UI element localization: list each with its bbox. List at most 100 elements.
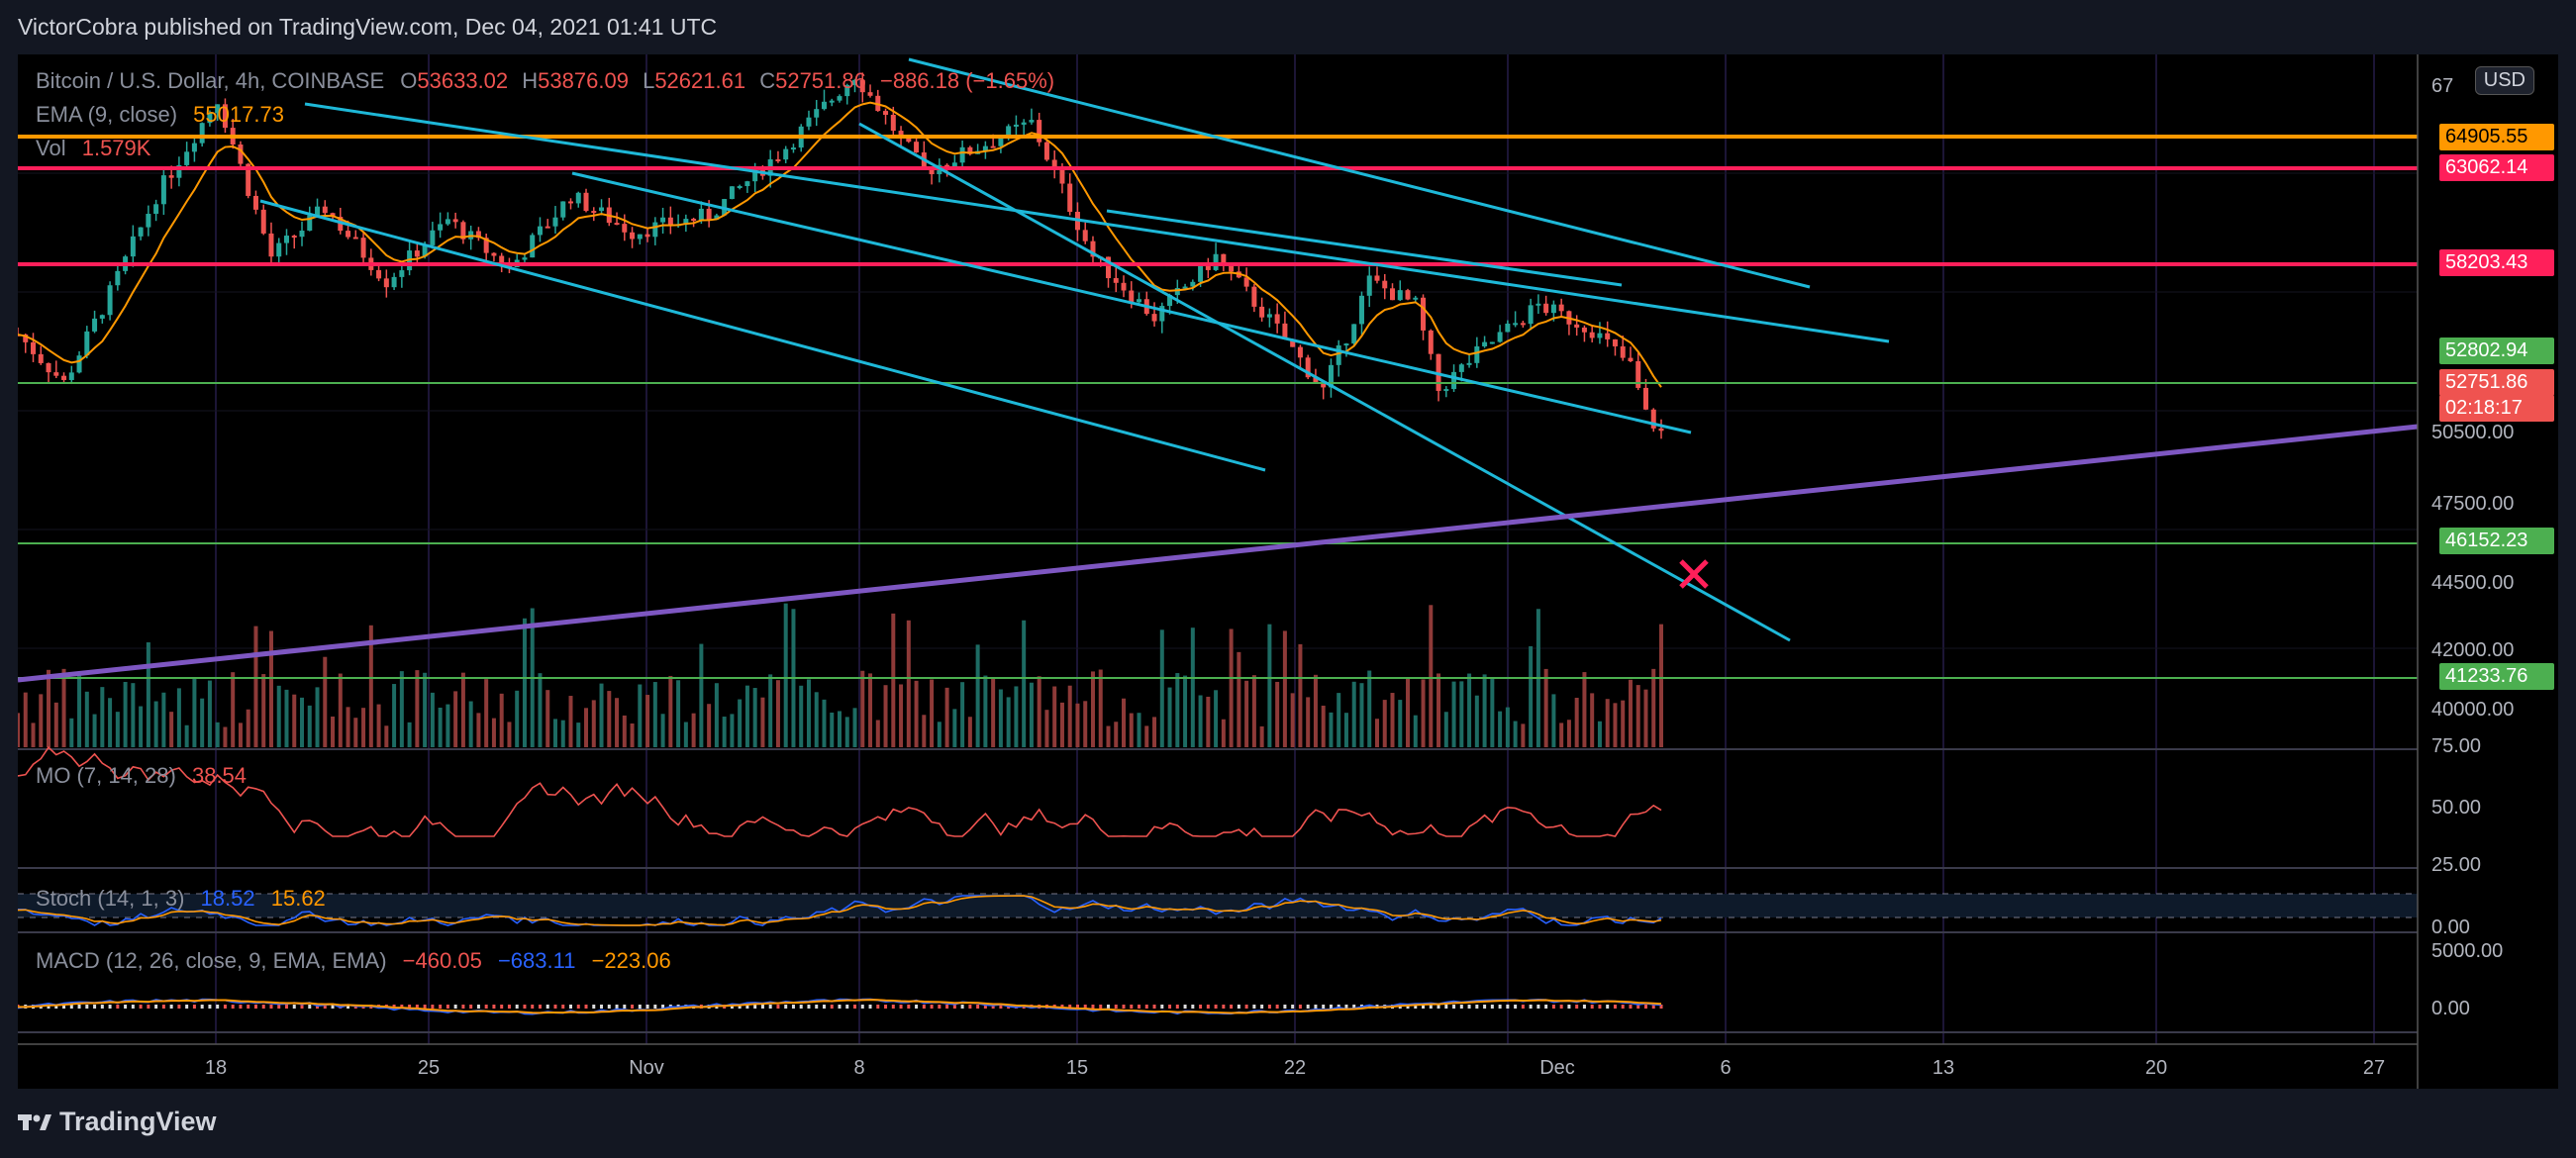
macd-hist-bar [1551, 1005, 1555, 1009]
mo-tick-label: 50.00 [2431, 797, 2481, 819]
macd-hist-bar [500, 1005, 504, 1009]
volume-bar [1067, 685, 1072, 747]
macd-hist-bar [469, 1005, 473, 1009]
ema-series [17, 101, 1662, 388]
candle-body [160, 175, 166, 205]
candle-body [1382, 280, 1388, 289]
macd-hist-bar [1559, 1005, 1563, 1009]
macd-hist-bar [545, 1005, 549, 1009]
countdown-tag: 02:18:17 [2439, 395, 2554, 422]
candle-body [491, 252, 497, 256]
macd-hist-bar [592, 1005, 596, 1009]
macd-hist-bar [54, 1005, 58, 1009]
macd-hist-bar [1291, 1005, 1295, 1009]
macd-hist-bar [1459, 1005, 1463, 1009]
volume-bar [331, 716, 336, 747]
macd-hist-bar [1091, 1005, 1095, 1009]
volume-bar [630, 723, 635, 747]
candle-body [583, 192, 589, 212]
candle-body [1628, 357, 1634, 361]
volume-bar [307, 705, 312, 747]
macd-hist-bar [1544, 1005, 1548, 1009]
trend-line [304, 102, 1890, 343]
volume-bar [1406, 678, 1411, 747]
volume-bar [207, 680, 212, 747]
volume-bars [16, 603, 1663, 747]
candle-body [660, 217, 666, 223]
candle-body [445, 219, 450, 225]
chart-canvas[interactable]: 67 50500.00 47500.00 44500.00 42000.00 40000.… [15, 54, 2558, 1089]
macd-hist-bar [830, 1005, 834, 1009]
chart-area[interactable]: 67 50500.00 47500.00 44500.00 42000.00 40000.… [15, 54, 2558, 1089]
macd-hist-bar [261, 1005, 265, 1009]
volume-bar [699, 643, 704, 747]
macd-hist-bar [1567, 1005, 1571, 1009]
candle-body [1589, 332, 1595, 338]
volume-bar [1498, 711, 1503, 747]
volume-bar [930, 679, 935, 747]
macd-hist-bar [400, 1005, 404, 1009]
macd-hist-bar [1199, 1005, 1203, 1009]
macd-hist-bar [1352, 1005, 1356, 1009]
vol-legend: Vol 1.579K [36, 136, 150, 161]
candle-body [268, 233, 274, 257]
candle-body [1151, 314, 1157, 322]
macd-hist-bar [960, 1005, 964, 1009]
stoch-label: Stoch (14, 1, 3) [36, 886, 185, 911]
candle-body [1458, 364, 1464, 372]
candle-body [1405, 290, 1411, 300]
currency-button[interactable]: USD [2474, 66, 2534, 95]
ema-label: EMA (9, close) [36, 102, 178, 127]
trend-line [908, 57, 1811, 289]
candle-body [99, 315, 105, 319]
macd-hist-bar [976, 1005, 980, 1009]
volume-bar [707, 704, 712, 747]
high-label: H [522, 68, 539, 93]
candle-body [1558, 304, 1564, 312]
volume-bar [1659, 624, 1663, 747]
tradingview-logo[interactable]: TradingView [18, 1107, 217, 1137]
volume-bar [937, 722, 941, 747]
macd-hist-bar [1613, 1005, 1617, 1009]
candle-body [1274, 314, 1280, 324]
macd-hist-bar [922, 1005, 926, 1009]
candle-body [998, 138, 1004, 146]
macd-hist-bar [484, 1005, 488, 1009]
macd-hist-bar [1414, 1005, 1418, 1009]
macd-hist-bar [1183, 1005, 1187, 1009]
low-value: 52621.61 [654, 68, 746, 93]
time-tick-label: 8 [853, 1057, 864, 1079]
candle-body [84, 331, 90, 356]
macd-hist-bar [1444, 1005, 1448, 1009]
time-tick-label: Nov [629, 1057, 664, 1079]
candle-body [238, 145, 244, 164]
candle-body [184, 151, 190, 165]
volume-bar [691, 713, 696, 747]
ema-value: 55017.73 [193, 102, 284, 127]
candle-body [1650, 409, 1656, 429]
volume-bar [1137, 713, 1141, 747]
volume-bar [775, 680, 780, 747]
time-tick-label: 13 [1932, 1057, 1954, 1079]
time-tick-label: 27 [2363, 1057, 2385, 1079]
candle-body [1343, 343, 1349, 346]
volume-bar [899, 684, 904, 747]
macd-tick-label: 5000.00 [2431, 940, 2503, 962]
volume-bar [944, 687, 949, 747]
candle-body [1043, 142, 1049, 160]
macd-hist-bar [69, 1005, 73, 1009]
volume-bar [1437, 673, 1441, 747]
volume-bar [1159, 629, 1164, 747]
candle-body [92, 318, 98, 332]
macd-hist-bar [860, 1005, 864, 1009]
volume-bar [906, 620, 911, 747]
candle-body [783, 148, 789, 160]
candle-body [982, 145, 988, 151]
macd-hist-bar [553, 1005, 557, 1009]
candle-body [1428, 330, 1434, 354]
ema-line [17, 101, 1662, 388]
macd-hist-bar [915, 1005, 919, 1009]
time-tick-label: 15 [1066, 1057, 1088, 1079]
volume-bar [1114, 722, 1119, 747]
candle-body [1513, 323, 1519, 326]
